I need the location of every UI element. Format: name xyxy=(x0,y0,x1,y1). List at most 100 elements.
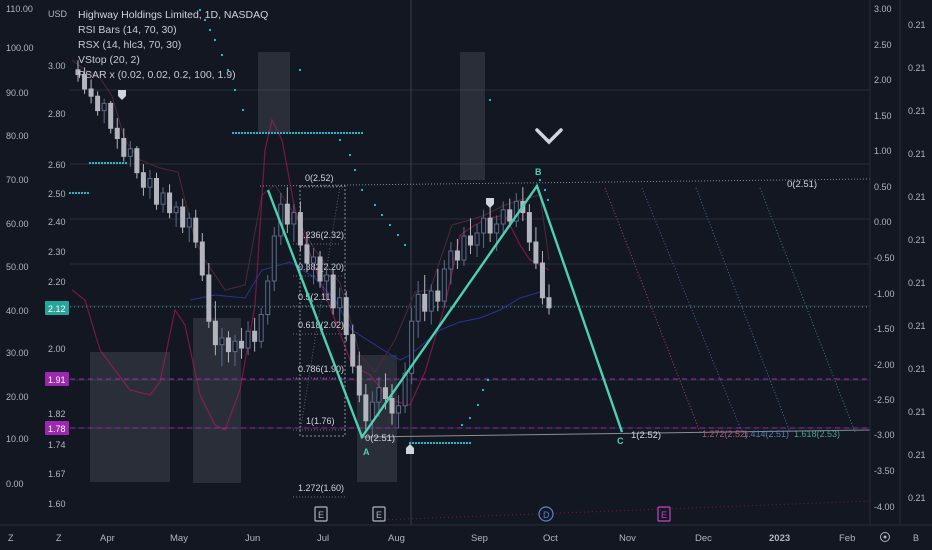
candle xyxy=(114,118,120,149)
candle xyxy=(225,331,231,363)
candle xyxy=(82,67,88,94)
candle-body xyxy=(232,340,238,353)
candle xyxy=(154,172,159,210)
indicator-rsi-bars[interactable]: RSI Bars (14, 70, 30) xyxy=(78,24,177,36)
candle-body xyxy=(396,405,402,414)
time-axis-tick: Dec xyxy=(695,533,712,544)
psar-dot xyxy=(124,161,128,165)
volume-axis-tick: 0.21 xyxy=(908,106,926,116)
rsi-axis-tick: 20.00 xyxy=(6,392,29,402)
candle-body xyxy=(75,69,81,76)
psar-dot xyxy=(420,441,424,445)
bottom-bar: Apr May Jun Jul Aug Sep Oct Nov Dec 2023 Feb Z Z B xyxy=(0,524,932,544)
candle-body xyxy=(297,212,303,246)
psar-dot xyxy=(380,213,384,217)
highlight-band xyxy=(460,52,485,180)
channel-label-c: 1(2.52) xyxy=(631,430,661,441)
psar-dot xyxy=(486,378,490,382)
candle xyxy=(317,251,323,288)
candle xyxy=(252,317,258,352)
psar-dot xyxy=(360,131,364,135)
candle-body xyxy=(415,293,421,322)
psar-dot xyxy=(360,188,364,192)
candle-body xyxy=(252,330,258,342)
candle xyxy=(356,351,362,403)
indicator-vstop[interactable]: VStop (20, 2) xyxy=(78,54,140,66)
abc-pattern[interactable]: A B C 0(2.51) 1(2.52) 0(2.51) 1.272(2.52)1.414… xyxy=(118,90,840,457)
price-axis-tick: 2.50 xyxy=(48,189,66,199)
rsi-axis-tick: 10.00 xyxy=(6,434,29,444)
psar-dot xyxy=(208,28,212,32)
candle-body xyxy=(468,235,473,246)
psar-dot xyxy=(444,441,448,445)
candle-body xyxy=(494,223,500,234)
volume-axis-tick: 0.21 xyxy=(908,63,926,73)
psar-dot xyxy=(315,131,319,135)
chevron-down-icon xyxy=(535,128,563,145)
indicator-psar[interactable]: PSAR x (0.02, 0.02, 0.2, 100, 1.9) xyxy=(78,69,236,81)
rsi-axis-tick: 50.00 xyxy=(6,262,29,272)
event-frame xyxy=(372,506,386,522)
candle-body xyxy=(225,337,231,353)
candle-body xyxy=(212,320,218,346)
candle xyxy=(376,376,382,417)
pattern-point-c: C xyxy=(617,436,624,446)
time-axis-tick: Oct xyxy=(543,533,558,544)
psar-dot xyxy=(460,423,464,427)
candle-body xyxy=(454,250,460,261)
candle-body xyxy=(461,235,467,261)
psar-dot xyxy=(240,131,244,135)
fib-channels[interactable] xyxy=(299,185,856,433)
event-label: E xyxy=(318,510,324,520)
candle xyxy=(507,198,513,227)
psar-dot xyxy=(279,131,283,135)
price-badge-bg xyxy=(45,301,69,315)
candle-body xyxy=(291,212,297,225)
candle-body xyxy=(82,74,88,90)
psar-dot xyxy=(91,161,95,165)
psar-dot xyxy=(453,441,457,445)
candle xyxy=(121,128,127,162)
candle-body xyxy=(304,244,310,264)
psar-dot xyxy=(417,441,421,445)
psar-dot xyxy=(270,131,274,135)
psar-dot xyxy=(403,243,407,247)
candle xyxy=(167,184,173,219)
candle xyxy=(435,269,441,312)
price-axis-tick: 3.00 xyxy=(48,61,66,71)
abc-pattern-line xyxy=(266,183,624,440)
rsi-axis-tick: 110.00 xyxy=(6,4,33,14)
psar-dot xyxy=(321,131,325,135)
candle-body xyxy=(245,330,251,349)
candle xyxy=(304,233,310,272)
event-label: D xyxy=(543,510,550,520)
candle xyxy=(363,384,369,433)
psar-dot xyxy=(348,131,352,135)
volume-axis-tick: 0.21 xyxy=(908,364,926,374)
candle-body xyxy=(239,340,245,349)
candle xyxy=(160,187,166,213)
indicator-rsx[interactable]: RSX (14, hlc3, 70, 30) xyxy=(78,39,182,51)
candle xyxy=(180,198,186,233)
price-axis-tick: 1.67 xyxy=(48,469,66,479)
price-badge-label: 2.12 xyxy=(48,304,66,314)
candle-body xyxy=(219,337,225,346)
candle xyxy=(500,201,506,236)
candle xyxy=(422,275,428,322)
candle-body xyxy=(186,217,192,228)
price-badge: 1.78 xyxy=(45,421,69,435)
psar-dot xyxy=(115,161,119,165)
volume-axis-tick: 0.21 xyxy=(908,493,926,503)
volume-axis-tick: 0.21 xyxy=(908,321,926,331)
psar-dot xyxy=(333,131,337,135)
event-marker: D xyxy=(538,506,554,522)
time-axis-tick: Apr xyxy=(100,533,115,544)
candle-body xyxy=(140,172,146,188)
psar-dot xyxy=(462,441,466,445)
psar-dot xyxy=(481,388,485,392)
psar-dot xyxy=(488,98,492,102)
rsx-axis-tick: -2.50 xyxy=(874,395,895,405)
zoom-inner-button: Z xyxy=(56,533,62,543)
